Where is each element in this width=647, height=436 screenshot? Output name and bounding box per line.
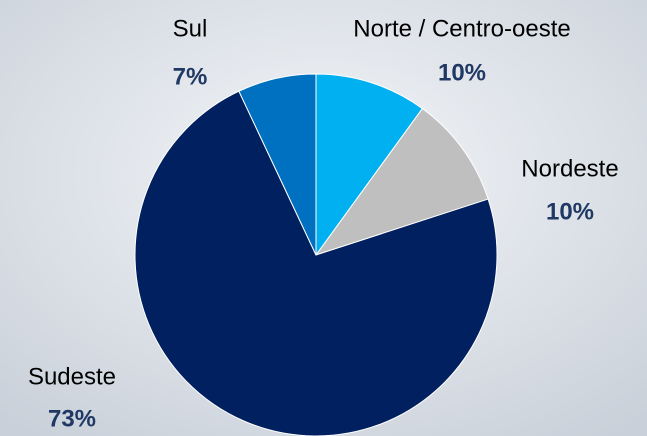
pie-slice [315, 73, 424, 257]
slice-label: Nordeste [521, 155, 618, 182]
slice-label: Norte / Centro-oeste [353, 15, 570, 42]
value-label: 10% [438, 59, 486, 86]
value-label: 10% [546, 198, 594, 225]
slice-label: Sul [173, 15, 208, 42]
slice-label: Sudeste [28, 363, 116, 390]
pie-slice [238, 73, 317, 256]
pie-slice [314, 107, 489, 256]
pie-slice [134, 90, 498, 436]
value-label: 73% [48, 405, 96, 432]
value-label: 7% [173, 63, 208, 90]
